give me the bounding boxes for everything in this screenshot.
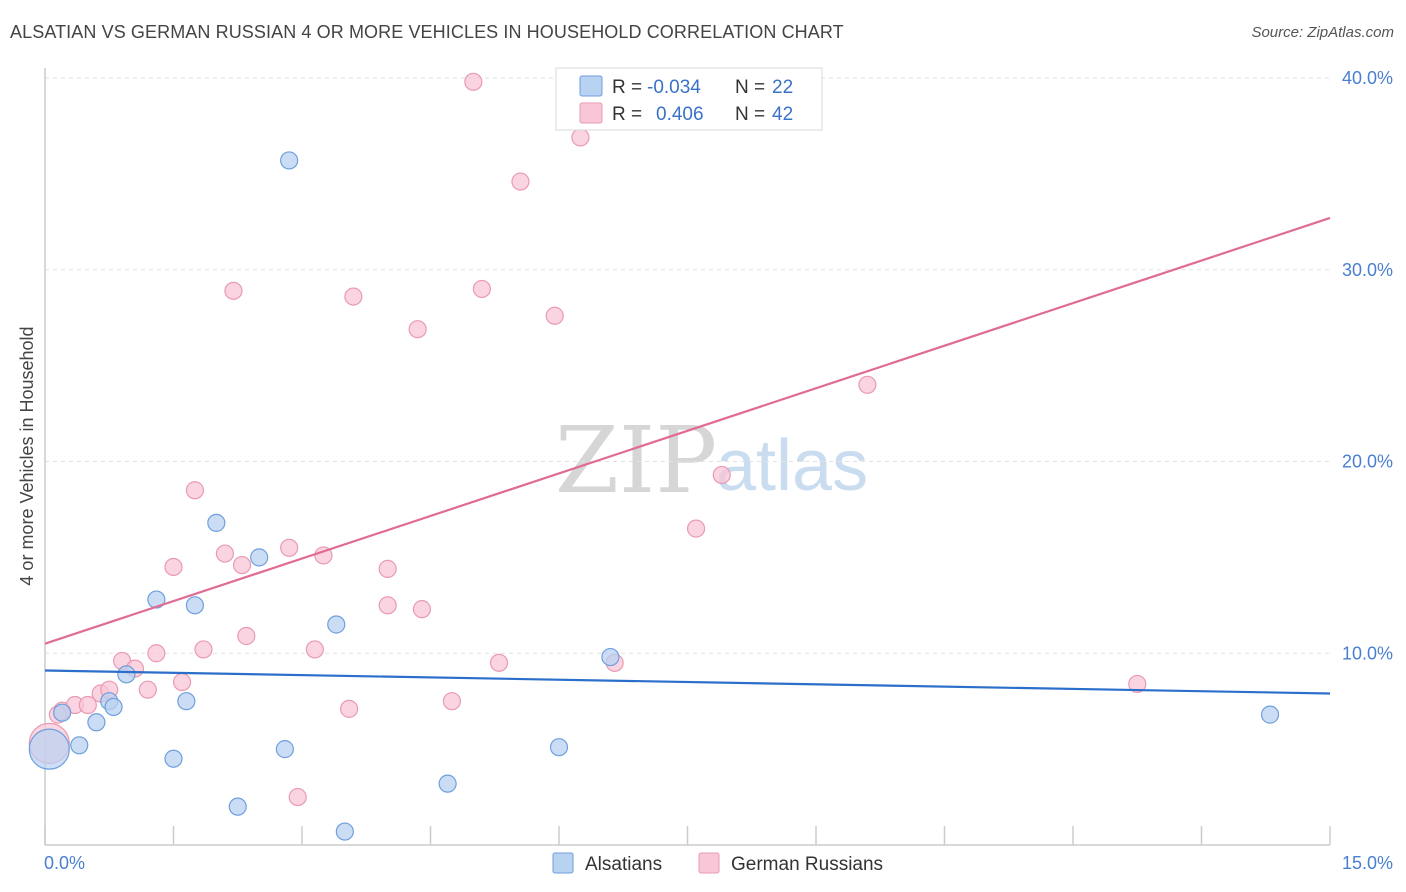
x-tick-label-min: 0.0% xyxy=(44,853,85,873)
alsatian-point-7 xyxy=(147,590,166,609)
legend-swatch-german-russians xyxy=(579,102,603,124)
legend-n-value-alsatians: 22 xyxy=(772,77,793,98)
legend-r-label-1: R = xyxy=(612,77,642,98)
alsatian-point-19 xyxy=(549,738,569,757)
alsatian-point-3 xyxy=(87,713,106,732)
alsatian-point-20 xyxy=(601,647,620,667)
german-russian-point-20 xyxy=(305,640,324,659)
german-russian-point-9 xyxy=(147,644,166,663)
german-russian-point-29 xyxy=(464,72,483,91)
alsatian-point-11 xyxy=(207,513,226,532)
german-russian-point-19 xyxy=(288,787,307,807)
legend-swatch-alsatians xyxy=(579,75,603,97)
german-russian-point-26 xyxy=(408,320,427,339)
watermark-zip: ZIP xyxy=(555,407,717,514)
series-legend-label-german-russians: German Russians xyxy=(731,854,883,875)
alsatian-point-12 xyxy=(228,797,247,816)
y-tick-label-30: 30.0% xyxy=(1342,260,1393,280)
german-russian-point-37 xyxy=(686,519,706,538)
series-legend-label-alsatians: Alsatians xyxy=(585,854,662,875)
german-russian-point-3 xyxy=(78,695,97,715)
german-russian-point-13 xyxy=(194,640,213,659)
legend-n-label-2: N = xyxy=(735,104,765,125)
german-russian-point-33 xyxy=(545,306,564,325)
alsatian-point-18 xyxy=(438,774,457,793)
german-russian-point-25 xyxy=(378,596,397,615)
y-tick-label-40: 40.0% xyxy=(1342,68,1393,88)
german-russian-point-14 xyxy=(215,544,234,563)
chart-title: ALSATIAN VS GERMAN RUSSIAN 4 OR MORE VEH… xyxy=(10,22,844,42)
legend-n-label-1: N = xyxy=(735,77,765,98)
correlation-legend: R = -0.034 N = 22 R = 0.406 N = 42 xyxy=(555,67,823,131)
german-russian-point-11 xyxy=(172,672,192,692)
x-tick-label-max: 15.0% xyxy=(1342,853,1393,873)
german-russian-point-38 xyxy=(712,465,731,485)
legend-r-value-german-russians: 0.406 xyxy=(656,104,704,125)
x-tick-marks xyxy=(44,826,1331,845)
alsatian-point-16 xyxy=(327,615,346,634)
german-russian-trend-line xyxy=(44,216,1331,645)
alsatian-trend-line xyxy=(44,669,1331,695)
y-tick-label-10: 10.0% xyxy=(1342,643,1393,663)
german-russian-point-22 xyxy=(340,699,359,718)
german-russian-point-16 xyxy=(232,555,252,575)
german-russian-point-8 xyxy=(138,680,157,699)
alsatian-point-13 xyxy=(250,548,269,567)
alsatian-point-10 xyxy=(185,596,205,615)
alsatian-point-9 xyxy=(177,692,196,711)
german-russian-point-35 xyxy=(571,128,590,147)
watermark-atlas: atlas xyxy=(716,426,868,506)
legend-r-value-alsatians: -0.034 xyxy=(647,77,701,98)
german-russian-point-32 xyxy=(511,172,530,191)
alsatian-point-14 xyxy=(275,740,294,759)
series-legend-swatch-german-russians xyxy=(698,852,720,874)
german-russian-point-17 xyxy=(237,626,256,646)
german-russian-point-30 xyxy=(472,279,491,299)
german-russian-point-28 xyxy=(442,692,462,711)
y-tick-label-20: 20.0% xyxy=(1342,452,1393,472)
alsatian-point-17 xyxy=(335,822,354,841)
y-axis-label: 4 or more Vehicles in Household xyxy=(17,326,37,585)
german-russian-point-10 xyxy=(164,557,183,577)
alsatian-point-2 xyxy=(70,736,89,755)
german-russian-point-15 xyxy=(224,281,243,300)
alsatian-point-0 xyxy=(28,728,70,770)
alsatian-point-15 xyxy=(280,151,299,170)
german-russian-point-39 xyxy=(858,375,877,394)
trend-lines xyxy=(44,216,1331,695)
alsatian-point-6 xyxy=(117,665,136,684)
chart-source: Source: ZipAtlas.com xyxy=(1251,24,1394,41)
legend-n-value-german-russians: 42 xyxy=(772,104,793,125)
alsatian-point-1 xyxy=(53,703,72,722)
german-russian-point-23 xyxy=(344,287,363,306)
series-legend: Alsatians German Russians xyxy=(552,852,883,875)
alsatian-point-5 xyxy=(104,697,123,717)
german-russian-point-24 xyxy=(378,559,397,578)
german-russian-point-21 xyxy=(314,546,333,565)
german-russian-point-18 xyxy=(280,538,299,557)
german-russian-point-31 xyxy=(489,653,509,672)
alsatian-point-21 xyxy=(1260,705,1280,724)
data-points xyxy=(28,72,1280,841)
german-russian-point-27 xyxy=(412,600,432,619)
legend-r-label-2: R = xyxy=(612,104,642,125)
german-russian-point-12 xyxy=(185,481,205,500)
german-russian-point-40 xyxy=(1128,674,1147,694)
alsatian-point-8 xyxy=(164,749,183,768)
y-tick-labels: 10.0% 20.0% 30.0% 40.0% xyxy=(1342,68,1393,663)
series-legend-swatch-alsatians xyxy=(552,852,574,874)
